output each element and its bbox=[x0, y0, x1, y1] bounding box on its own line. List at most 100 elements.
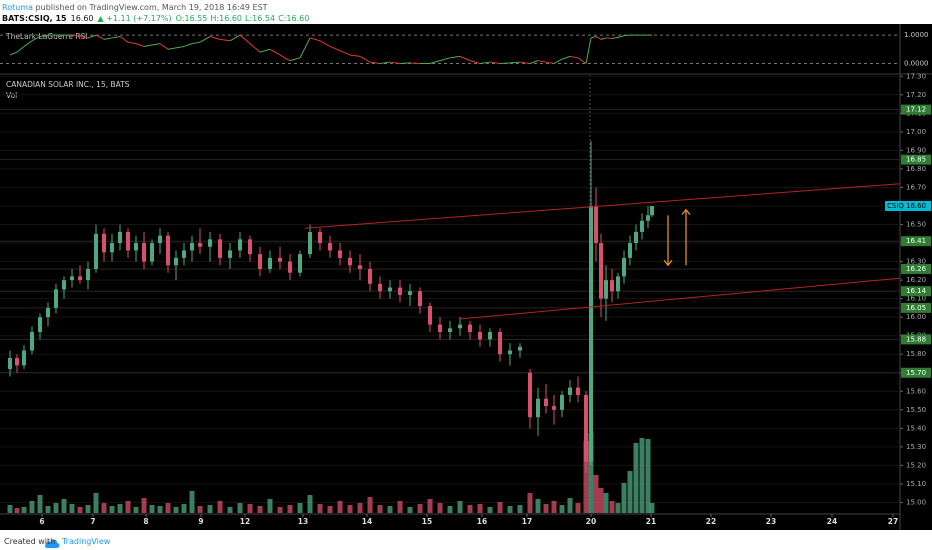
candle-body bbox=[298, 254, 302, 273]
volume-bar bbox=[69, 504, 75, 513]
candle-body bbox=[498, 331, 502, 355]
indicator-line bbox=[499, 62, 511, 64]
candle-body bbox=[268, 257, 272, 269]
volume-bar bbox=[77, 507, 83, 513]
volume-bar bbox=[45, 506, 51, 513]
indicator-line bbox=[561, 55, 571, 60]
indicator-name: TheLark LaGuerre RSI bbox=[5, 32, 88, 41]
last-price-symbol-box bbox=[885, 200, 931, 211]
indicator-line bbox=[359, 55, 371, 63]
indicator-line bbox=[71, 34, 81, 38]
candle-body bbox=[94, 233, 98, 269]
volume-bar bbox=[207, 505, 213, 513]
x-tick-label: 15 bbox=[422, 517, 432, 526]
header-line: Rotuma published on TradingView.com, Mar… bbox=[2, 3, 268, 12]
ohlc-low: L:16.54 bbox=[245, 14, 275, 23]
indicator-line bbox=[509, 61, 521, 64]
candle-body bbox=[86, 268, 90, 281]
volume-bar bbox=[543, 504, 549, 513]
y-tick-label: 15.60 bbox=[906, 387, 926, 395]
trend-line bbox=[459, 277, 900, 320]
volume-bar bbox=[603, 493, 609, 513]
candle-body bbox=[348, 257, 352, 266]
indicator-line bbox=[369, 61, 381, 64]
indicator-line bbox=[429, 60, 441, 64]
x-tick-label: 22 bbox=[706, 517, 716, 526]
candle-body bbox=[150, 243, 154, 262]
candle-body bbox=[646, 215, 650, 221]
candle-body bbox=[458, 324, 462, 329]
x-tick-label: 6 bbox=[39, 517, 44, 526]
x-tick-label: 20 bbox=[586, 517, 596, 526]
footer-text: Created with bbox=[4, 537, 55, 546]
indicator-line bbox=[249, 43, 261, 53]
indicator-line bbox=[16, 46, 25, 53]
candle-body bbox=[15, 357, 19, 366]
indicator-line bbox=[199, 36, 211, 43]
arrow-head bbox=[681, 208, 691, 216]
volume-bar bbox=[101, 503, 107, 513]
volume-bar bbox=[53, 503, 59, 513]
candle-body bbox=[594, 205, 598, 244]
volume-bar bbox=[117, 504, 123, 513]
indicator-line bbox=[79, 36, 89, 39]
candle-body bbox=[8, 357, 12, 370]
volume-bar bbox=[387, 506, 393, 513]
indicator-line bbox=[127, 41, 137, 45]
volume-bar bbox=[7, 505, 13, 513]
indicator-line bbox=[605, 37, 613, 40]
y-tick-label: 16.20 bbox=[906, 276, 926, 284]
volume-bar bbox=[575, 503, 581, 513]
indicator-line bbox=[623, 34, 631, 37]
symbol-line: BATS:CSIQ, 15 16.60 ▲ +1.11 (+7.17%) O:16.5… bbox=[2, 14, 309, 23]
y-tick-label: 16.70 bbox=[906, 183, 926, 191]
candle-body bbox=[218, 239, 222, 258]
x-tick-label: 23 bbox=[766, 517, 776, 526]
indicator-line bbox=[349, 54, 361, 57]
volume-bar bbox=[297, 503, 303, 513]
volume-bar bbox=[487, 507, 493, 513]
indicator-line bbox=[239, 34, 251, 44]
volume-bar bbox=[257, 506, 263, 513]
candle-body bbox=[428, 306, 432, 325]
footer-brand[interactable]: TradingView bbox=[61, 537, 111, 546]
candle-body bbox=[238, 239, 242, 251]
last-price-symbol: CSIQ bbox=[887, 202, 904, 210]
level-label: 15.70 bbox=[906, 369, 926, 377]
indicator-line bbox=[269, 48, 281, 56]
candle-body bbox=[46, 307, 50, 318]
indicator-line bbox=[595, 36, 602, 40]
volume-bar bbox=[247, 504, 253, 513]
author[interactable]: Rotuma bbox=[2, 3, 33, 12]
candle-body bbox=[622, 257, 626, 277]
candle-body bbox=[576, 387, 580, 395]
candle-body bbox=[610, 280, 614, 292]
x-tick-label: 9 bbox=[198, 517, 203, 526]
candle-body bbox=[388, 287, 392, 292]
volume-bar bbox=[85, 505, 91, 513]
indicator-line bbox=[143, 44, 153, 47]
level-label-box bbox=[901, 236, 931, 247]
indicator-tick-label: 0.0000 bbox=[904, 59, 929, 67]
volume-bar bbox=[583, 441, 589, 513]
candle-body bbox=[448, 328, 452, 332]
volume-bar bbox=[125, 501, 131, 513]
volume-bar bbox=[197, 506, 203, 513]
volume-bar bbox=[377, 505, 383, 513]
ohlc-high: H:16.60 bbox=[210, 14, 242, 23]
volume-bar bbox=[649, 503, 655, 513]
footer: Created with TradingView bbox=[4, 537, 111, 546]
indicator-line bbox=[119, 36, 129, 43]
candle-body bbox=[508, 350, 512, 355]
volume-bar bbox=[633, 443, 639, 513]
candle-body bbox=[278, 257, 282, 262]
level-label-box bbox=[901, 154, 931, 165]
indicator-line bbox=[577, 57, 587, 64]
volume-bar bbox=[181, 504, 187, 513]
indicator-line bbox=[617, 35, 625, 38]
indicator-line bbox=[529, 60, 539, 64]
change: ▲ +1.11 (+7.17%) bbox=[98, 14, 172, 23]
indicator-line bbox=[167, 47, 177, 50]
candle-body bbox=[30, 331, 34, 351]
